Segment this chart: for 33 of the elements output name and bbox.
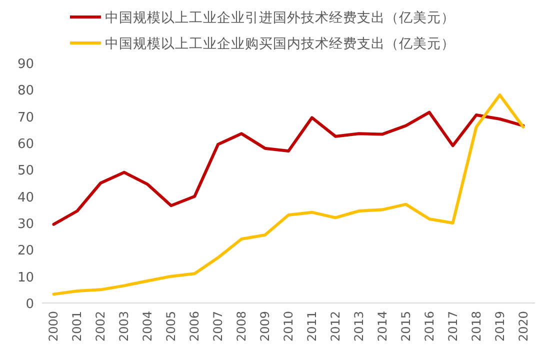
legend-label: 中国规模以上工业企业引进国外技术经费支出（亿美元） <box>105 10 455 26</box>
x-tick-label: 2002 <box>94 311 108 342</box>
x-tick-label: 2013 <box>352 311 366 342</box>
y-tick-label: 90 <box>17 57 34 72</box>
x-tick-label: 2000 <box>46 311 61 342</box>
x-tick-label: 2010 <box>282 311 296 342</box>
y-tick-label: 80 <box>17 84 34 99</box>
x-tick-label: 2017 <box>446 311 460 342</box>
x-tick-label: 2011 <box>304 311 319 342</box>
x-tick-label: 2016 <box>422 311 436 342</box>
y-tick-label: 60 <box>17 137 34 152</box>
x-tick-label: 2008 <box>234 311 249 342</box>
x-tick-label: 2018 <box>469 311 484 342</box>
x-tick-label: 2014 <box>375 311 390 342</box>
x-tick-label: 2001 <box>70 311 84 342</box>
y-tick-label: 50 <box>17 164 34 179</box>
x-tick-label: 2005 <box>164 311 178 342</box>
y-tick-label: 10 <box>17 270 34 286</box>
y-tick-label: 30 <box>17 217 34 232</box>
x-tick-label: 2004 <box>140 311 155 342</box>
x-tick-label: 2003 <box>117 311 132 342</box>
y-tick-label: 40 <box>17 190 34 206</box>
y-tick-label: 20 <box>17 244 34 259</box>
x-tick-label: 2020 <box>516 311 530 342</box>
y-tick-label: 70 <box>17 110 34 126</box>
x-tick-label: 2012 <box>328 311 342 342</box>
x-tick-label: 2009 <box>258 311 272 342</box>
x-tick-label: 2015 <box>398 311 413 342</box>
legend-label: 中国规模以上工业企业购买国内技术经费支出（亿美元） <box>105 36 455 52</box>
x-tick-label: 2007 <box>211 311 226 342</box>
x-tick-label: 2019 <box>492 311 507 342</box>
x-tick-label: 2006 <box>188 311 202 342</box>
y-tick-label: 0 <box>26 297 34 312</box>
